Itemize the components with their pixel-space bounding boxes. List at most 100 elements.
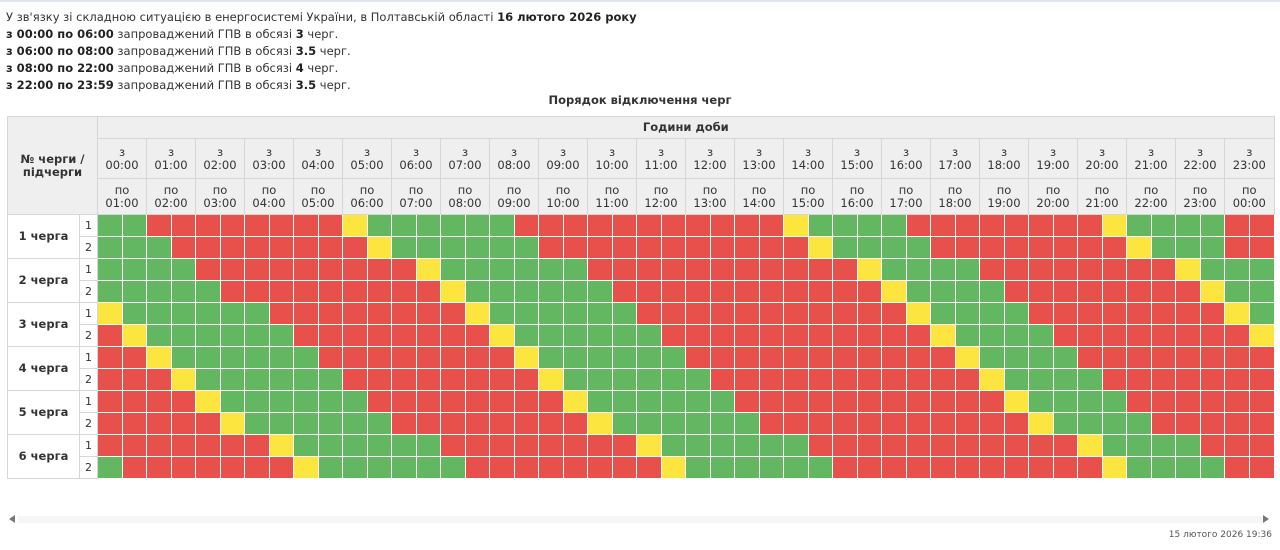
slot-off [1175, 390, 1201, 413]
slot-on [1199, 456, 1225, 479]
slot-off [195, 456, 221, 479]
slot-off [758, 236, 784, 259]
to-time: 07:00 [399, 195, 433, 210]
slot-on [587, 390, 613, 413]
to-time: 18:00 [938, 195, 972, 210]
to-word: по [800, 182, 816, 197]
to-time: 17:00 [889, 195, 923, 210]
slot-off [1248, 346, 1275, 369]
slot-off [146, 434, 172, 457]
slot-off [146, 456, 172, 479]
slot-off [1077, 236, 1103, 259]
from-time: 08:00 [497, 157, 531, 172]
slot-off [660, 324, 686, 347]
slot-on [1126, 456, 1152, 479]
slot-off [464, 368, 490, 391]
slot-off [342, 280, 368, 303]
slot-on [538, 302, 564, 325]
slot-possible [415, 258, 441, 281]
from-word: з [265, 144, 273, 159]
slot-on [513, 280, 539, 303]
slot-on [587, 368, 613, 391]
slot-possible [783, 214, 809, 237]
slot-off [685, 324, 711, 347]
from-word: з [1098, 144, 1106, 159]
slot-on [244, 302, 270, 325]
slot-off [268, 236, 294, 259]
slot-off [954, 390, 980, 413]
slot-on [244, 324, 270, 347]
scroll-right-arrow-icon[interactable] [1263, 515, 1269, 523]
hour-to-header: по 02:00 [146, 178, 196, 215]
slot-off [170, 390, 196, 413]
slot-on [611, 390, 637, 413]
slot-off [783, 324, 809, 347]
slot-off [1077, 214, 1103, 237]
queue-label: 3 черга [7, 302, 80, 347]
slot-off [905, 412, 931, 435]
slot-off [1101, 236, 1127, 259]
slot-on [660, 368, 686, 391]
slot-off [856, 346, 882, 369]
slot-off [636, 214, 662, 237]
slot-possible [538, 368, 564, 391]
slot-on [636, 390, 662, 413]
slot-on [146, 324, 172, 347]
subqueue-label: 2 [79, 456, 98, 479]
slot-off [758, 412, 784, 435]
slot-on [513, 236, 539, 259]
slot-on [440, 258, 466, 281]
slot-off [758, 280, 784, 303]
from-time: 15:00 [840, 157, 874, 172]
slot-on [317, 434, 343, 457]
to-word: по [947, 182, 963, 197]
slot-off [440, 390, 466, 413]
slot-off [1077, 346, 1103, 369]
hour-from-header: з 08:00 [489, 138, 539, 179]
from-time: 19:00 [1036, 157, 1070, 172]
slot-on [709, 412, 735, 435]
slot-off [562, 214, 588, 237]
slot-off [219, 280, 245, 303]
slot-possible [1077, 434, 1103, 457]
slot-possible [1224, 302, 1250, 325]
slot-off [317, 346, 343, 369]
queue-label: 4 черга [7, 346, 80, 391]
hour-to-header: по 23:00 [1175, 178, 1225, 215]
slot-off [170, 214, 196, 237]
horizontal-scrollbar[interactable] [18, 516, 1262, 523]
slot-off [660, 214, 686, 237]
slot-off [1199, 346, 1225, 369]
slot-off [97, 346, 123, 369]
slot-off [440, 368, 466, 391]
slot-off [734, 280, 760, 303]
slot-off [1224, 456, 1250, 479]
from-word: з [608, 144, 616, 159]
announcement-line: з 22:00 по 23:59 запроваджений ГПВ в обс… [6, 77, 637, 94]
slot-off [636, 258, 662, 281]
slot-off [391, 368, 417, 391]
scroll-left-arrow-icon[interactable] [9, 515, 15, 523]
announcement-line: з 06:00 по 08:00 запроваджений ГПВ в обс… [6, 43, 637, 60]
slot-on [660, 412, 686, 435]
slot-off [121, 434, 147, 457]
slot-off [342, 324, 368, 347]
slot-on [1175, 456, 1201, 479]
slot-on [219, 346, 245, 369]
announcement-prefix: У зв'язку зі складною ситуацією в енерго… [6, 10, 494, 24]
slot-off [1003, 280, 1029, 303]
hour-from-header: з 23:00 [1224, 138, 1275, 179]
slot-off [219, 214, 245, 237]
slot-off [1199, 324, 1225, 347]
slot-on [660, 346, 686, 369]
slot-on [930, 258, 956, 281]
slot-off [97, 390, 123, 413]
slot-off [464, 324, 490, 347]
hour-from-header: з 06:00 [391, 138, 441, 179]
slot-off [734, 324, 760, 347]
schedule-row: 2 [8, 324, 1275, 347]
announcement-period: з 22:00 по 23:59 [6, 78, 114, 92]
slot-off [489, 412, 515, 435]
slot-off [1003, 456, 1029, 479]
slot-off [342, 236, 368, 259]
